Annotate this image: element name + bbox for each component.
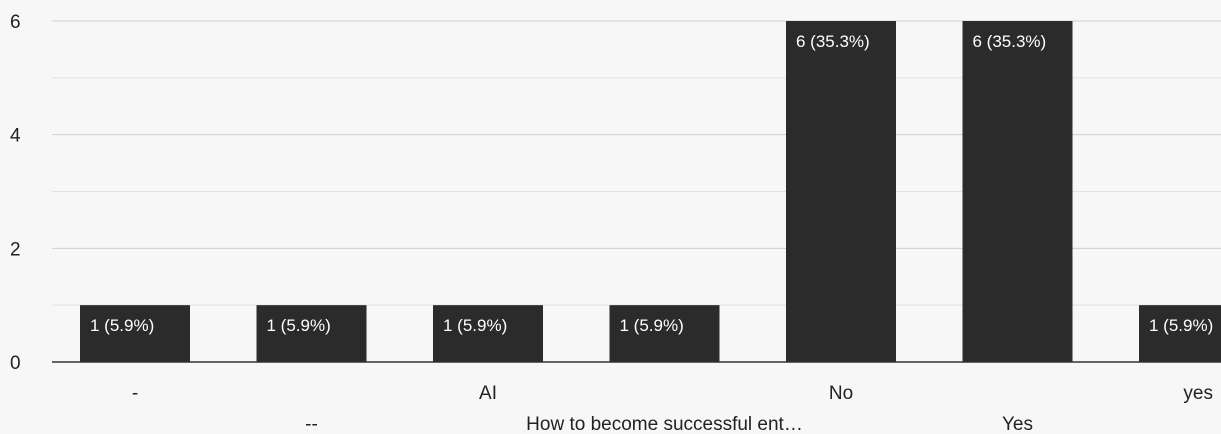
x-tick-label: Yes — [1002, 414, 1033, 434]
bar — [786, 21, 896, 362]
y-tick-label: 2 — [10, 239, 21, 260]
bar — [80, 305, 190, 362]
bar — [433, 305, 543, 362]
bar-data-label: 1 (5.9%) — [90, 316, 154, 335]
bar — [962, 21, 1073, 362]
bar-data-label: 1 (5.9%) — [443, 316, 507, 335]
x-tick-label: yes — [1183, 383, 1213, 404]
x-tick-label: AI — [479, 383, 497, 404]
bar-data-label: 1 (5.9%) — [267, 316, 331, 335]
x-tick-label: -- — [305, 414, 318, 434]
x-tick-label: No — [829, 383, 853, 404]
bar-data-label: 1 (5.9%) — [1149, 316, 1213, 335]
bars: 1 (5.9%) 1 (5.9%) 1 (5.9%) 1 (5.9%) 6 (35.3%… — [80, 21, 1221, 362]
x-tick-label: How to become successful ent… — [526, 414, 803, 434]
bar — [256, 305, 367, 362]
bar-data-label: 6 (35.3%) — [973, 32, 1047, 51]
y-tick-label: 0 — [10, 353, 21, 374]
y-tick-label: 4 — [10, 126, 21, 147]
y-tick-label: 6 — [10, 12, 21, 33]
bar — [1139, 305, 1221, 362]
y-axis-ticks: 0 2 4 6 — [10, 12, 21, 374]
bar-data-label: 1 (5.9%) — [620, 316, 684, 335]
x-tick-label: - — [132, 383, 138, 404]
bar-data-label: 6 (35.3%) — [796, 32, 870, 51]
bar — [609, 305, 720, 362]
